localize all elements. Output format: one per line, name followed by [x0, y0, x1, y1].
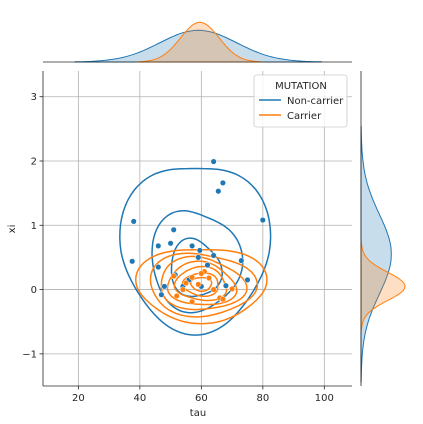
legend: MUTATION Non-carrier Carrier	[253, 74, 348, 128]
scatter-point-carrier	[198, 270, 205, 277]
plot-frame	[42, 71, 352, 387]
scatter-point-carrier	[189, 274, 196, 281]
x-tick-label: 20	[72, 393, 85, 404]
x-tick-label: 40	[133, 393, 146, 404]
kde-contour-carrier	[135, 248, 268, 325]
scatter-point-carrier	[182, 280, 190, 287]
main-plot-area: 20 40 60 80 100 −1 0 1 2 3	[22, 71, 352, 404]
legend-title: MUTATION	[275, 81, 327, 92]
right-marginal-non-carrier	[360, 126, 392, 383]
scatter-point-carrier	[210, 286, 217, 293]
x-tick-label: 60	[195, 393, 208, 404]
grid-lines	[43, 71, 352, 386]
x-tick-label: 100	[315, 393, 334, 404]
scatter-point-carrier	[205, 274, 213, 282]
scatter-point-non-carrier	[222, 282, 229, 289]
kde-contour-carrier	[149, 252, 259, 318]
scatter-point-non-carrier	[167, 240, 174, 247]
kde-contour-non-carrier	[119, 167, 272, 336]
scatter-point-non-carrier	[155, 242, 162, 249]
right-marginal-carrier	[360, 240, 406, 333]
scatter-points	[129, 158, 266, 305]
scatter-point-non-carrier	[259, 217, 266, 224]
scatter-point-non-carrier	[204, 262, 211, 269]
scatter-point-non-carrier	[158, 291, 165, 298]
scatter-point-non-carrier	[244, 276, 251, 283]
kde-contours	[119, 167, 272, 336]
kde-contour-carrier	[173, 265, 228, 302]
top-marginal-kde	[43, 21, 352, 63]
kde-contour-carrier	[160, 255, 248, 311]
scatter-point-non-carrier	[189, 242, 196, 249]
y-tick-label: −1	[22, 349, 37, 360]
legend-entry-non-carrier: Non-carrier	[287, 96, 344, 107]
scatter-point-non-carrier	[155, 264, 162, 271]
scatter-point-carrier	[219, 296, 226, 303]
scatter-point-non-carrier	[161, 283, 168, 290]
x-axis-label: tau	[190, 408, 206, 419]
scatter-point-non-carrier	[238, 257, 245, 264]
scatter-point-carrier	[179, 286, 186, 293]
scatter-point-non-carrier	[196, 247, 203, 254]
top-marginal-non-carrier	[74, 29, 322, 63]
scatter-point-carrier	[229, 285, 236, 292]
kde-contour-carrier	[166, 260, 238, 306]
y-tick-label: 2	[31, 157, 37, 168]
legend-entry-carrier: Carrier	[287, 111, 322, 122]
y-tick-label: 1	[31, 221, 37, 232]
y-axis-label: xi	[7, 225, 18, 234]
top-marginal-carrier	[137, 21, 263, 63]
y-tick-label: 0	[31, 285, 37, 296]
legend-box	[253, 74, 348, 128]
right-marginal-kde	[360, 71, 406, 386]
scatter-point-carrier	[189, 298, 196, 305]
scatter-point-non-carrier	[170, 226, 177, 233]
scatter-point-non-carrier	[215, 188, 222, 195]
y-tick-label: 3	[31, 92, 37, 103]
x-tick-label: 80	[256, 393, 269, 404]
scatter-point-non-carrier	[210, 158, 217, 165]
scatter-point-carrier	[173, 292, 180, 300]
scatter-point-non-carrier	[210, 252, 217, 259]
scatter-point-carrier	[170, 273, 177, 280]
scatter-point-non-carrier	[219, 179, 226, 186]
x-axis-ticks: 20 40 60 80 100	[72, 386, 334, 404]
scatter-point-carrier	[195, 281, 202, 288]
scatter-point-non-carrier	[129, 258, 136, 265]
y-axis-ticks: −1 0 1 2 3	[22, 92, 43, 360]
kde-contour-non-carrier	[170, 237, 223, 298]
scatter-point-non-carrier	[130, 218, 137, 225]
scatter-point-non-carrier	[195, 254, 202, 261]
